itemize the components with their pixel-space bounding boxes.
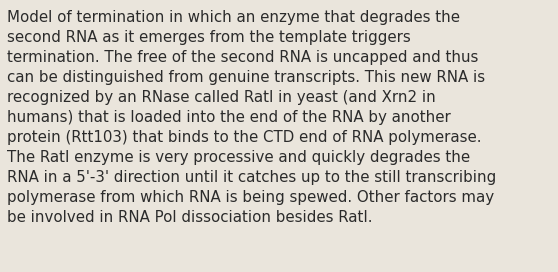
Text: Model of termination in which an enzyme that degrades the
second RNA as it emerg: Model of termination in which an enzyme … [7, 10, 497, 225]
